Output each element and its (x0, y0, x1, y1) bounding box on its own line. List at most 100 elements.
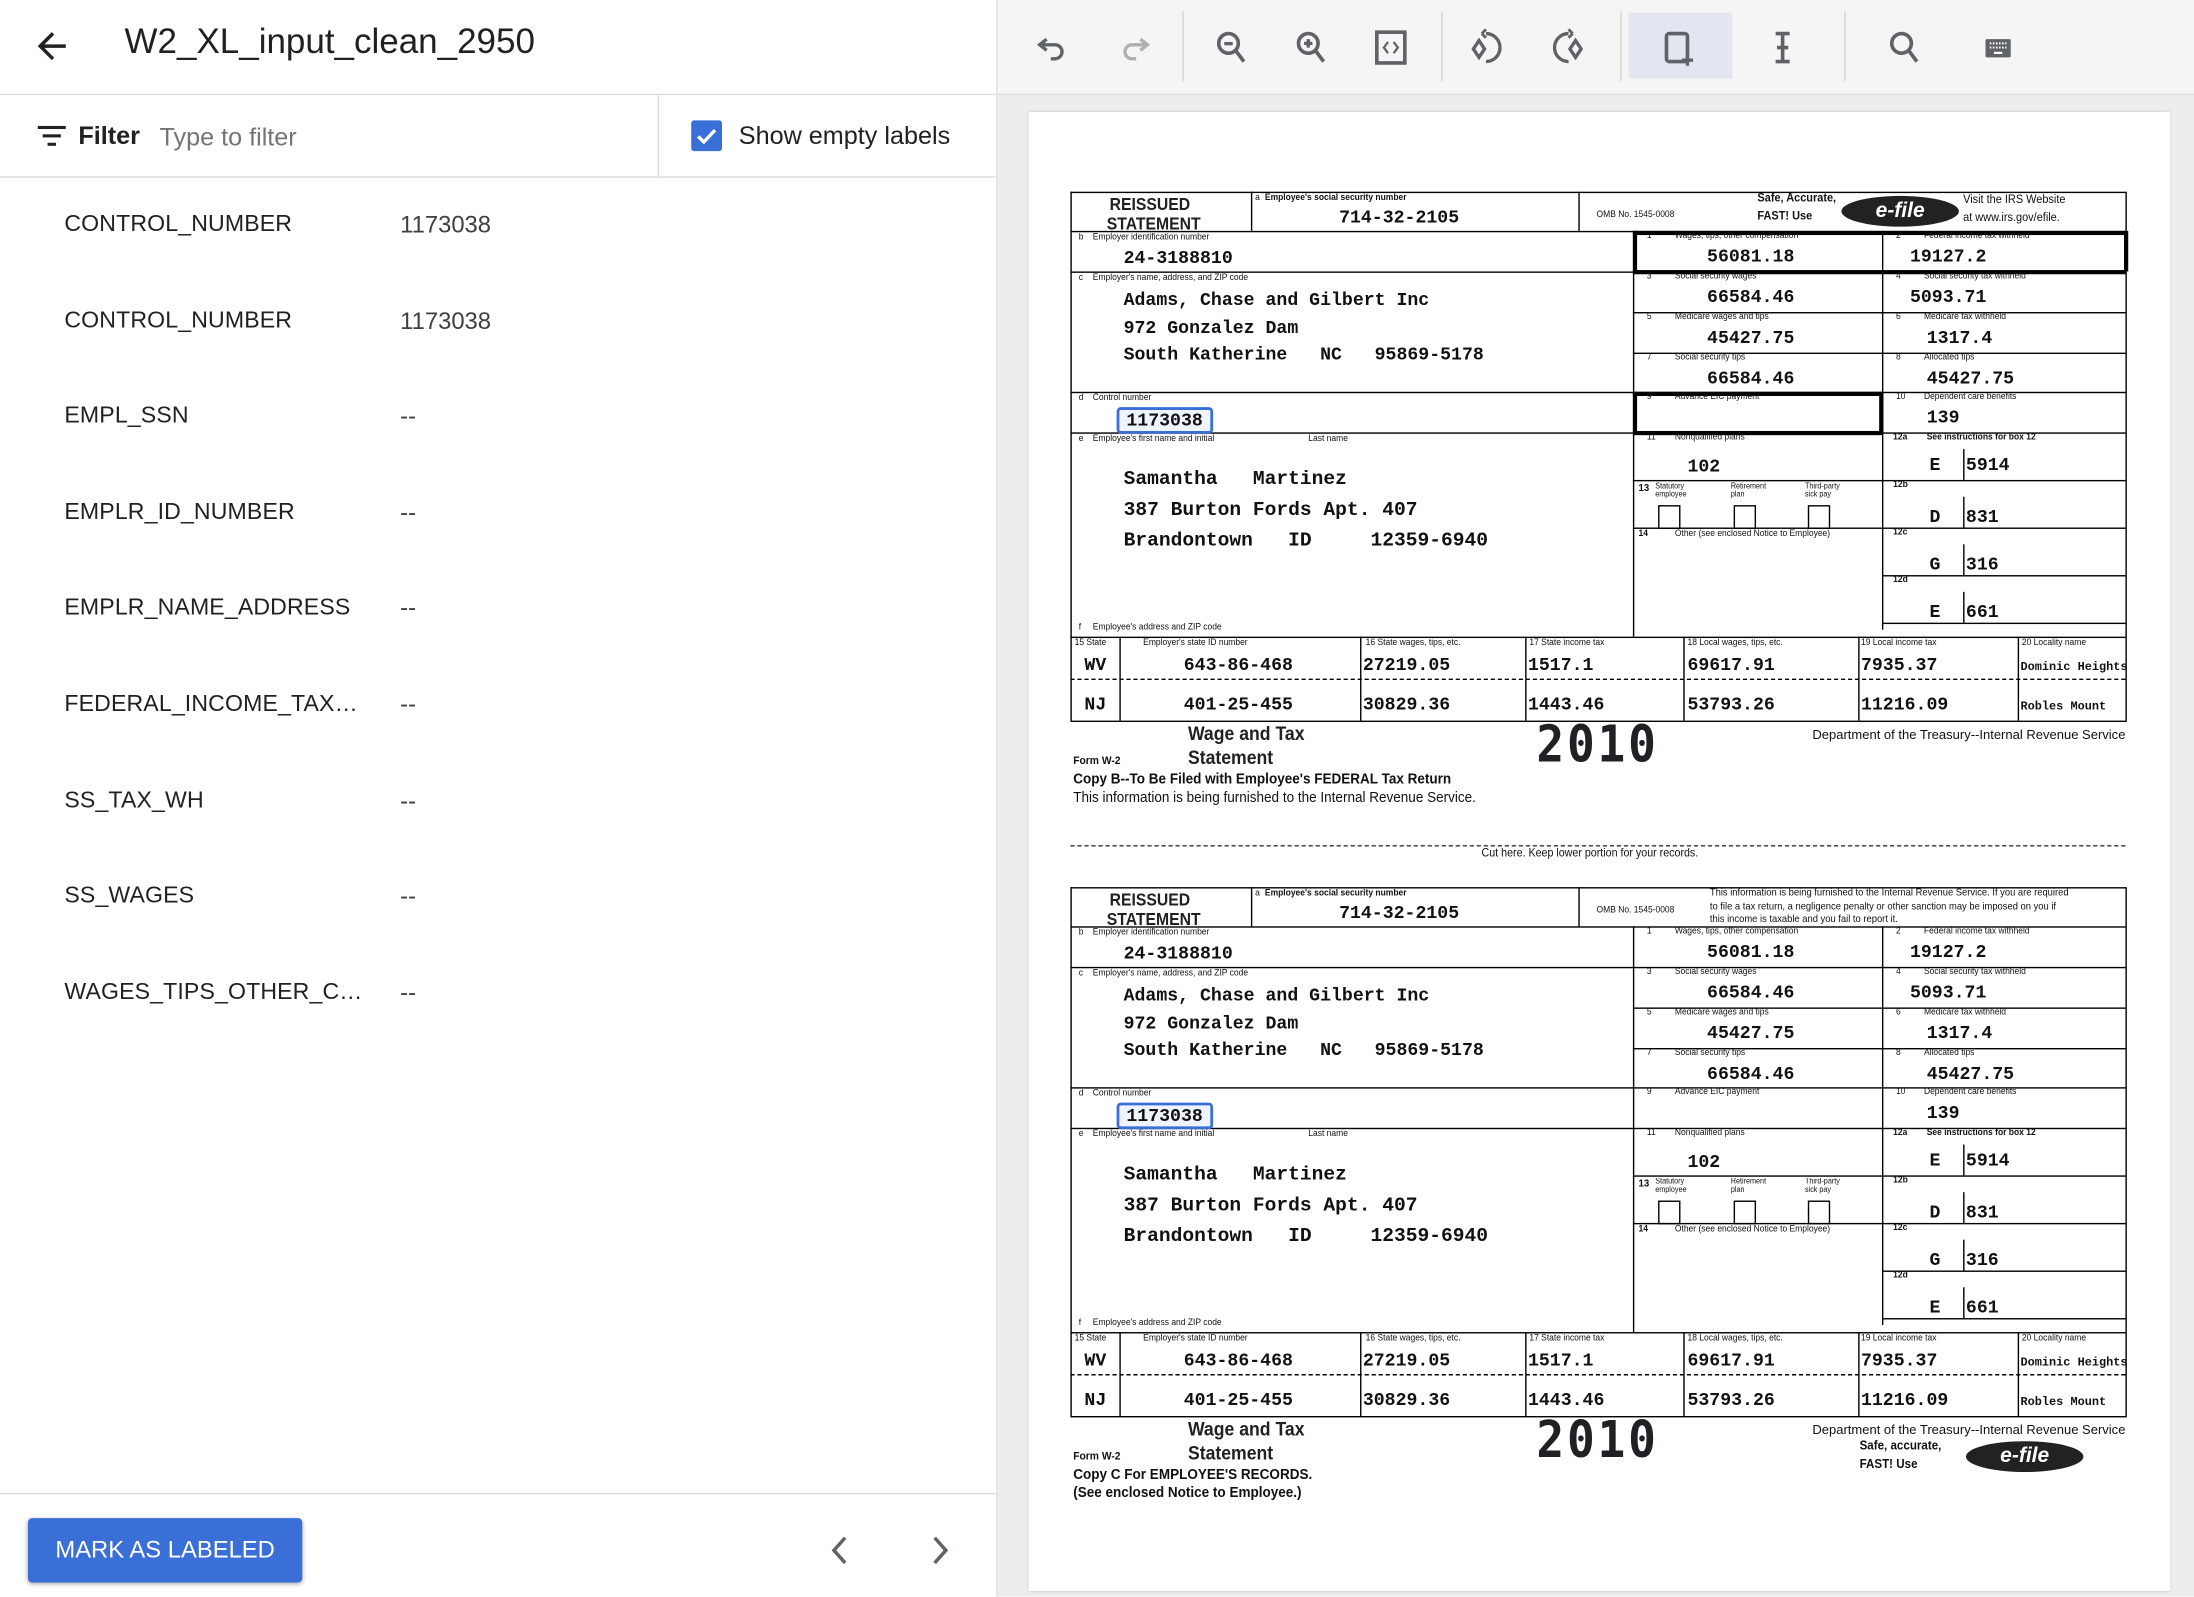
text-cursor-button[interactable] (1759, 24, 1807, 72)
control-number-value[interactable]: 1173038 (1116, 1102, 1213, 1130)
box14-label: Other (see enclosed Notice to Employee) (1674, 1224, 1831, 1235)
employee-address-line: 387 Burton Fords Apt. 407 (1123, 1194, 1418, 1218)
rotate-left-button[interactable] (1464, 24, 1512, 72)
box-label: Nonqualified plans (1674, 432, 1745, 443)
fit-page-icon (1375, 30, 1407, 65)
label-value: -- (400, 787, 417, 814)
box-number: 8 (1895, 352, 1901, 363)
box12-code: G (1929, 1249, 1941, 1271)
box-label: Nonqualified plans (1674, 1127, 1745, 1138)
label-row[interactable]: SS_WAGES -- (0, 864, 996, 934)
redo-button[interactable] (1110, 24, 1158, 72)
box14-number: 14 (1638, 528, 1648, 539)
form-rule (1963, 1287, 1965, 1319)
state-table-cell: 11216.09 (1860, 1389, 1949, 1411)
zoom-in-button[interactable] (1287, 24, 1335, 72)
box-number: 5 (1646, 1007, 1652, 1018)
keyboard-button[interactable] (1974, 24, 2022, 72)
draw-box-button[interactable] (1655, 24, 1703, 72)
form-rule (1070, 887, 1073, 1417)
label-row[interactable]: WAGES_TIPS_OTHER_CO... -- (0, 960, 996, 1030)
w2-copy-c: REISSUED STATEMENT a Employee's social secu… (1070, 887, 2128, 1503)
label-row[interactable]: FEDERAL_INCOME_TAX_... -- (0, 672, 996, 742)
search-button[interactable] (1881, 24, 1929, 72)
state-table-cell: 11216.09 (1860, 694, 1949, 716)
box-number: 4 (1895, 271, 1901, 282)
employer-address-line: Adams, Chase and Gilbert Inc (1123, 985, 1430, 1007)
state-table-header: 17 State income tax (1529, 1333, 1605, 1344)
chevron-left-icon (831, 1536, 847, 1565)
filter-icon (36, 122, 67, 157)
form-w2-label: Form W-2 (1073, 1449, 1121, 1463)
efile-tagline: Safe, accurate, (1859, 1438, 1942, 1453)
form-rule (1632, 1007, 2126, 1009)
box-value: 56081.18 (1707, 941, 1795, 963)
box-label: Medicare wages and tips (1674, 312, 1769, 322)
form-rule (1250, 191, 1253, 231)
label-name: WAGES_TIPS_OTHER_CO... (64, 979, 366, 1005)
zoom-out-icon (1216, 31, 1246, 63)
mark-as-labeled-button[interactable]: MARK AS LABELED (27, 1518, 303, 1583)
copy-designation: Copy C For EMPLOYEE'S RECORDS. (1073, 1466, 1313, 1484)
previous-button[interactable] (823, 1531, 857, 1577)
label-row[interactable]: SS_TAX_WH -- (0, 768, 996, 838)
box-label: Social security tips (1674, 352, 1746, 363)
treasury-department-label: Department of the Treasury--Internal Rev… (1812, 727, 2126, 742)
filter-input[interactable] (156, 117, 639, 157)
next-button[interactable] (923, 1531, 957, 1577)
state-table-cell: 53793.26 (1687, 1389, 1775, 1411)
label-name: CONTROL_NUMBER (64, 307, 293, 333)
box-number: 11 (1646, 1127, 1656, 1138)
label-row[interactable]: EMPLR_NAME_ADDRESS -- (0, 576, 996, 646)
form-rule (1070, 636, 2126, 639)
employer-address-line: 972 Gonzalez Dam (1123, 1012, 1299, 1034)
box-value: 45427.75 (1926, 367, 2015, 389)
form-rule (1070, 191, 2126, 194)
box-d-label: Control number (1092, 393, 1152, 403)
zoom-out-button[interactable] (1208, 24, 1256, 72)
box12-label: See instructions for box 12 (1926, 1127, 2036, 1138)
box-e-letter: e (1078, 1129, 1084, 1139)
label-row[interactable]: EMPLR_ID_NUMBER -- (0, 480, 996, 550)
box-label: Social security tax withheld (1923, 966, 2026, 977)
box-label: Social security tips (1674, 1048, 1746, 1058)
document-page[interactable]: REISSUED STATEMENT a Employee's social secu… (1028, 111, 2171, 1591)
box-value: 19127.2 (1909, 246, 1987, 268)
irs-efile-logo: e-file (1965, 1441, 2084, 1472)
labels-panel: W2_XL_input_clean_2950 Filter Show empty… (0, 0, 998, 1597)
label-row[interactable]: CONTROL_NUMBER 1173038 (0, 192, 996, 262)
box12-value: 5914 (1965, 454, 2010, 476)
statement-title: Statement (1187, 745, 1274, 769)
form-rule (1578, 191, 1580, 231)
box-label: Advance EIC payment (1674, 1087, 1760, 1097)
box-value: 66584.46 (1707, 982, 1795, 1004)
checkmark-icon (697, 128, 717, 145)
label-value: -- (400, 691, 417, 718)
rotate-right-button[interactable] (1543, 24, 1591, 72)
employer-id-value: 24-3188810 (1123, 943, 1233, 965)
label-row[interactable]: EMPL_SSN -- (0, 384, 996, 454)
label-value: -- (400, 883, 417, 910)
box13-checkbox (1658, 505, 1681, 529)
box-number: 6 (1895, 312, 1901, 322)
box-f-label: Employee's address and ZIP code (1092, 1318, 1222, 1328)
copy-note: This information is being furnished to t… (1073, 789, 1476, 806)
state-table-cell: 7935.37 (1860, 1350, 1938, 1372)
undo-button[interactable] (1030, 24, 1078, 72)
box-value: 5093.71 (1909, 982, 1987, 1004)
box-number: 1 (1646, 230, 1652, 241)
box-number: 6 (1895, 1007, 1901, 1018)
fit-page-button[interactable] (1367, 24, 1415, 72)
back-button[interactable] (31, 25, 73, 67)
state-table-header: 15 State (1074, 638, 1107, 648)
box12-code: E (1929, 1150, 1941, 1172)
box-number: 8 (1895, 1048, 1901, 1058)
box12-value: 316 (1965, 1249, 1999, 1271)
control-number-value[interactable]: 1173038 (1116, 407, 1213, 434)
state-table-header: 20 Locality name (2021, 638, 2087, 648)
box12-value: 831 (1965, 506, 1999, 528)
label-value: -- (400, 595, 417, 622)
irs-website-text: at www.irs.gov/efile. (1963, 209, 2060, 224)
show-empty-labels-checkbox[interactable] (691, 120, 723, 152)
label-row[interactable]: CONTROL_NUMBER 1173038 (0, 288, 996, 358)
